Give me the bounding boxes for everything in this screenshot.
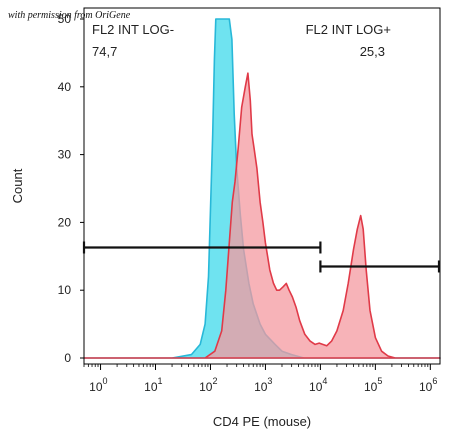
x-tick-exponent: 6 [432,376,437,386]
x-tick-exponent: 3 [267,376,272,386]
y-tick-label: 30 [58,148,72,162]
gate-layer [82,241,441,273]
x-tick-exponent: 1 [158,376,163,386]
gate-left-name: FL2 INT LOG- [92,22,174,37]
y-tick-label: 20 [58,215,72,229]
x-tick-exponent: 2 [212,376,217,386]
y-tick-label: 50 [58,12,72,26]
y-tick-label: 40 [58,80,72,94]
y-axis-title: Count [10,168,25,203]
x-tick-label: 10 [144,380,158,394]
x-tick-label: 10 [199,380,213,394]
gate-left-percent: 74,7 [92,44,117,59]
x-tick-exponent: 0 [103,376,108,386]
y-tick-label: 10 [58,283,72,297]
x-tick-label: 10 [419,380,433,394]
gate-right-name: FL2 INT LOG+ [306,22,391,37]
histogram-series-layer [83,18,441,359]
x-tick-label: 10 [309,380,323,394]
histogram-series-2 [83,72,441,359]
x-axis-title: CD4 PE (mouse) [213,414,311,429]
x-tick-label: 10 [89,380,103,394]
x-tick-exponent: 5 [377,376,382,386]
y-tick-label: 0 [64,351,71,365]
x-tick-label: 10 [364,380,378,394]
x-tick-label: 10 [254,380,268,394]
x-tick-exponent: 4 [322,376,327,386]
gate-right-percent: 25,3 [360,44,385,59]
credit-text: with permission from OriGene [8,10,131,21]
